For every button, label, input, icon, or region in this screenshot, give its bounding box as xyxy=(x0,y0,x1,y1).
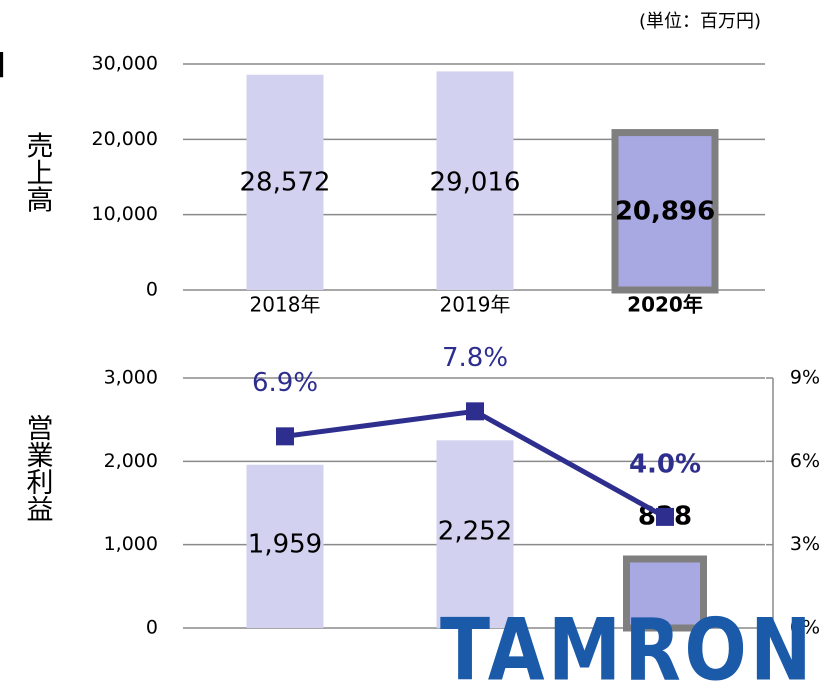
x-tick-label: 2019年 xyxy=(440,293,511,317)
data-label: 29,016 xyxy=(430,168,521,198)
y2-tick-label: 3% xyxy=(790,533,820,555)
y2-tick-label: 6% xyxy=(790,450,820,472)
data-label: 4.0% xyxy=(629,449,701,479)
bar xyxy=(623,555,707,632)
y-tick-label: 20,000 xyxy=(92,128,158,150)
y-tick-label: 2,000 xyxy=(104,450,158,472)
x-tick-label: 2020年 xyxy=(627,293,703,317)
y-tick-label: 30,000 xyxy=(92,53,158,75)
data-label: 28,572 xyxy=(240,168,331,198)
y2-tick-label: 9% xyxy=(790,367,820,389)
marker xyxy=(466,402,484,421)
y-tick-label: 0 xyxy=(146,617,158,639)
bar xyxy=(436,440,514,628)
y-axis-label: 売上高 xyxy=(22,131,53,212)
marker xyxy=(276,427,294,446)
bar xyxy=(436,71,514,290)
y2-tick-label: 0% xyxy=(790,617,820,639)
marker xyxy=(656,507,674,526)
y-tick-label: 10,000 xyxy=(92,203,158,225)
data-label: 7.8% xyxy=(442,343,508,373)
y-tick-label: 0 xyxy=(146,279,158,301)
y-tick-label: 1,000 xyxy=(104,533,158,555)
logo: TAMRON xyxy=(440,600,815,693)
bar xyxy=(246,464,324,628)
data-label: 20,896 xyxy=(615,197,715,227)
data-label: 1,959 xyxy=(248,530,322,560)
data-label: 2,252 xyxy=(438,517,512,547)
x-tick-label: 2018年 xyxy=(250,293,321,317)
y-tick-label: 3,000 xyxy=(104,367,158,389)
data-label: 6.9% xyxy=(252,368,318,398)
bar xyxy=(246,74,324,290)
bracket: 】 xyxy=(0,52,20,82)
bar xyxy=(611,129,719,294)
y-axis-label: 営業利益 xyxy=(22,414,54,522)
unit-label: (単位：百万円) xyxy=(639,11,761,32)
